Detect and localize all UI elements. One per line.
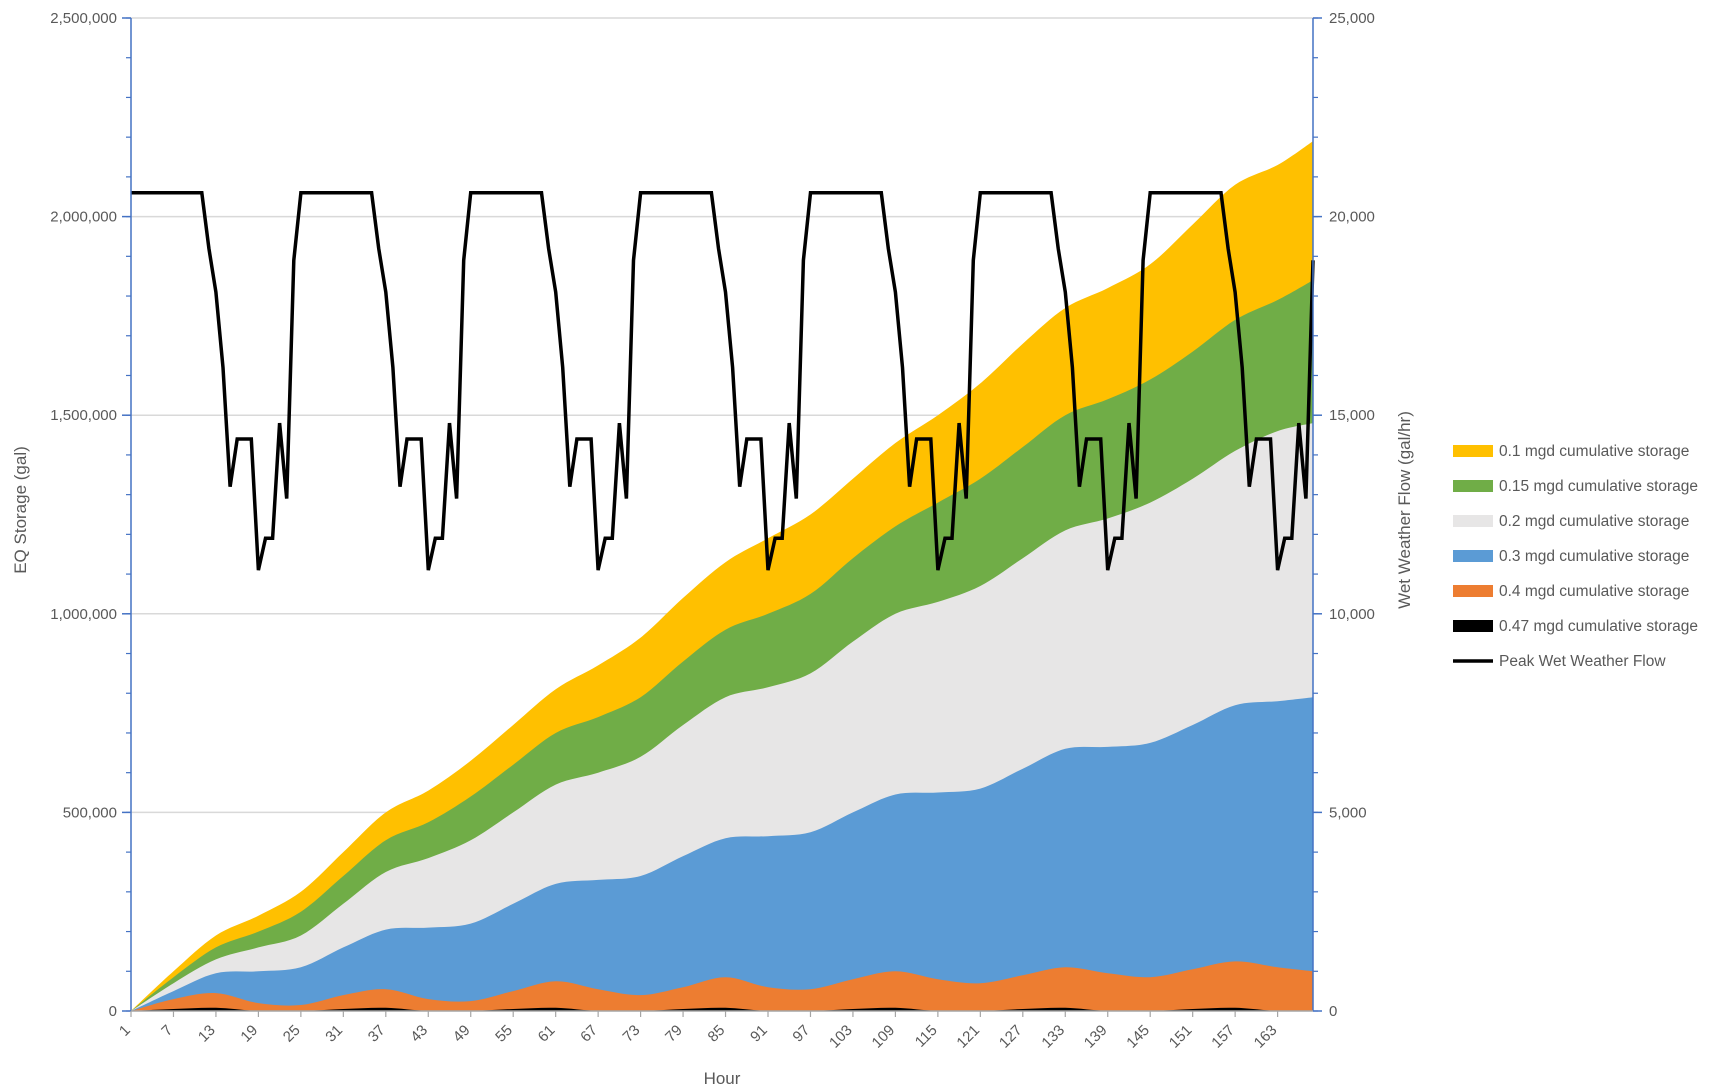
x-tick-label: 61 <box>535 1022 559 1046</box>
area-series <box>131 961 1313 1011</box>
legend-label: 0.3 mgd cumulative storage <box>1499 548 1689 565</box>
x-tick-label: 85 <box>705 1022 729 1046</box>
x-tick-label: 127 <box>996 1022 1026 1052</box>
y2-tick-label: 10,000 <box>1329 606 1375 623</box>
y-tick-label: 500,000 <box>63 804 117 821</box>
x-axis-title: Hour <box>704 1069 741 1088</box>
y2-tick-label: 25,000 <box>1329 10 1375 27</box>
legend: 0.1 mgd cumulative storage 0.15 mgd cumul… <box>1453 443 1698 670</box>
x-tick-label: 91 <box>747 1022 771 1046</box>
x-tick-label: 25 <box>280 1022 304 1046</box>
peak-flow-line <box>131 191 1315 571</box>
legend-label: 0.15 mgd cumulative storage <box>1499 478 1698 495</box>
x-tick-label: 55 <box>492 1022 516 1046</box>
x-tick-label: 151 <box>1166 1022 1196 1052</box>
y-tick-label: 1,500,000 <box>50 407 117 424</box>
x-tick-label: 1 <box>116 1022 134 1040</box>
x-tick-label: 145 <box>1123 1022 1153 1052</box>
x-tick-label: 37 <box>365 1022 389 1046</box>
x-tick-label: 79 <box>662 1022 686 1046</box>
y2-tick-label: 0 <box>1329 1003 1337 1020</box>
x-tick-label: 43 <box>407 1022 431 1046</box>
x-tick-label: 97 <box>789 1022 813 1046</box>
x-tick-label: 31 <box>322 1022 346 1046</box>
y-tick-label: 2,000,000 <box>50 209 117 226</box>
legend-swatch <box>1453 620 1493 632</box>
y2-tick-label: 20,000 <box>1329 209 1375 226</box>
legend-label: 0.4 mgd cumulative storage <box>1499 583 1689 600</box>
legend-swatch <box>1453 515 1493 527</box>
legend-label: Peak Wet Weather Flow <box>1499 653 1666 670</box>
legend-swatch <box>1453 550 1493 562</box>
y-tick-label: 0 <box>109 1003 117 1020</box>
storage-areas <box>131 141 1313 1012</box>
y2-axis-title: Wet Weather Flow (gal/hr) <box>1395 411 1414 609</box>
axes: 0 500,000 1,000,000 1,500,000 2,000,000 2,500… <box>50 10 1375 1052</box>
x-tick-label: 121 <box>953 1022 983 1052</box>
x-tick-label: 19 <box>237 1022 261 1046</box>
x-tick-label: 67 <box>577 1022 601 1046</box>
x-tick-label: 49 <box>450 1022 474 1046</box>
y-tick-label: 1,000,000 <box>50 606 117 623</box>
x-tick-label: 13 <box>195 1022 219 1046</box>
legend-label: 0.1 mgd cumulative storage <box>1499 443 1689 460</box>
legend-label: 0.47 mgd cumulative storage <box>1499 618 1698 635</box>
x-tick-label: 109 <box>869 1022 899 1052</box>
y-tick-label: 2,500,000 <box>50 10 117 27</box>
x-tick-label: 103 <box>826 1022 856 1052</box>
x-tick-label: 73 <box>620 1022 644 1046</box>
x-tick-label: 7 <box>158 1022 176 1040</box>
area-series <box>131 697 1313 1011</box>
y-axis-title: EQ Storage (gal) <box>11 446 30 574</box>
x-tick-label: 157 <box>1208 1022 1238 1052</box>
legend-swatch <box>1453 480 1493 492</box>
legend-swatch <box>1453 445 1493 457</box>
y2-tick-label: 5,000 <box>1329 804 1367 821</box>
x-tick-label: 115 <box>912 1022 941 1051</box>
x-tick-label: 133 <box>1038 1022 1068 1052</box>
legend-swatch <box>1453 585 1493 597</box>
peak-flow-layer <box>131 191 1315 571</box>
y2-tick-label: 15,000 <box>1329 407 1375 424</box>
x-tick-label: 163 <box>1251 1022 1281 1052</box>
x-tick-label: 139 <box>1081 1022 1111 1052</box>
legend-label: 0.2 mgd cumulative storage <box>1499 513 1689 530</box>
